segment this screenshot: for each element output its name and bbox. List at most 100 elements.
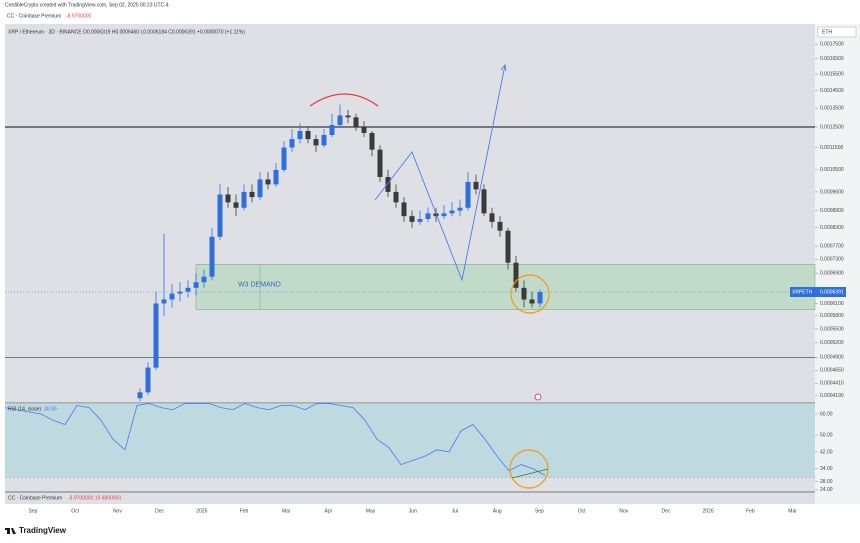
x-tick-label: Oct [71,508,79,514]
rsi-trendline [511,468,549,479]
candle-body [457,207,463,211]
x-tick-label: 2025 [196,508,207,514]
candle-body [217,194,223,237]
candle-body [329,125,335,135]
candle-body [409,216,415,222]
candle-body [281,147,287,170]
candle-body [161,299,167,304]
projection-path [374,64,506,282]
candle-body [497,221,503,231]
x-tick-label: Feb [240,508,249,514]
main-layer: 0.0017500 0.0016500 0.0015500 0.0014500 0.00… [4,42,846,514]
highlight-circle [510,274,550,314]
y-tick-label: 0.0004650 [820,368,844,374]
rsi-y-tick-label: 42.00 [820,449,833,455]
y-tick-label: 0.0013500 [820,105,844,111]
x-tick-label: Feb [746,508,755,514]
last-price-box [790,287,846,298]
zone-label: W3 DEMAND [238,282,281,289]
candle-body [313,139,319,146]
candle-body [257,179,263,198]
x-tick-label: May [366,508,376,514]
footer-brand: TradingView [19,526,67,535]
candle-body [249,191,255,198]
y-tick-label: 0.0010500 [820,167,844,173]
currency-box [817,26,857,38]
x-tick-label: Jul [452,508,458,514]
y-tick-label: 0.0009600 [820,189,844,195]
candle-body [153,303,159,368]
candle-body [425,213,431,219]
y-tick-label: 0.0006900 [820,270,844,276]
candle-body [385,177,391,192]
candle-body [449,210,455,214]
candle-body [193,282,199,288]
candle-body [145,367,151,393]
x-tick-label: Mar [788,508,797,514]
candle-body [297,130,303,140]
x-tick-label: Dec [662,508,671,514]
x-tick-label: 2026 [703,508,714,514]
rsi-value: 30.90 [44,406,57,412]
rsi-y-tick-label: 50.00 [820,432,833,438]
candle-body [137,392,143,399]
x-tick-label: Nov [619,508,628,514]
candle-body [169,293,175,300]
premium-values: -8.9700000 19.4800000 [68,495,121,501]
candle-body [305,130,311,140]
projection-arrow [500,63,507,72]
y-tick-label: 0.0007700 [820,243,844,249]
y-tick-label: 0.0004190 [820,393,844,399]
logo-mark [5,528,16,534]
candle-body [265,179,271,185]
y-tick-label: 0.0005200 [820,340,844,346]
logo [5,528,16,534]
candle-body [433,213,439,217]
x-tick-label: Sep [535,508,544,514]
candle-body [377,149,383,178]
premium-pane [5,492,815,504]
candle-body [465,181,471,208]
x-tick-label: Dec [155,508,164,514]
candle-body [505,230,511,263]
candle-body [225,194,231,203]
candle-body [353,117,359,127]
candle-body [481,189,487,214]
rsi-band [5,403,815,478]
candle-body [441,213,447,217]
candle-body [209,236,215,277]
currency: ETH [822,29,832,35]
candle-body [273,169,279,185]
y-tick-label: 0.0014500 [820,88,844,94]
last-price-name: XRPETH [792,289,813,295]
y-tick-label: 0.0012500 [820,124,844,130]
y-tick-label: 0.0004900 [820,355,844,361]
candle-body [417,218,423,222]
y-tick-label: 0.0006100 [820,301,844,307]
top-arc [309,93,379,107]
x-tick-label: Nov [113,508,122,514]
candle-body [241,191,247,208]
candle-body [513,262,519,288]
y-tick-label: 0.0005500 [820,326,844,332]
premium-title: CC · Coinbase Premium [8,495,62,501]
candle-body [537,292,543,304]
rsi-y-tick-label: 24.00 [820,487,833,493]
x-tick-label: Sep [29,508,38,514]
y-tick-label: 0.0015500 [820,71,844,77]
x-tick-label: Apr [325,508,333,514]
candle-body [361,126,367,133]
last-price-label: 0.0006391 [820,289,844,295]
candle-body [489,213,495,222]
rsi-title: RSI (14, close) [8,406,41,412]
rsi-y-tick-label: 34.00 [820,466,833,472]
candle-body [521,287,527,300]
x-tick-label: Mar [282,508,291,514]
x-tick-label: Oct [578,508,586,514]
candle-body [185,287,191,292]
candle-body [401,202,407,217]
y-tick-label: 0.0017500 [820,42,844,48]
candle-body [321,134,327,146]
